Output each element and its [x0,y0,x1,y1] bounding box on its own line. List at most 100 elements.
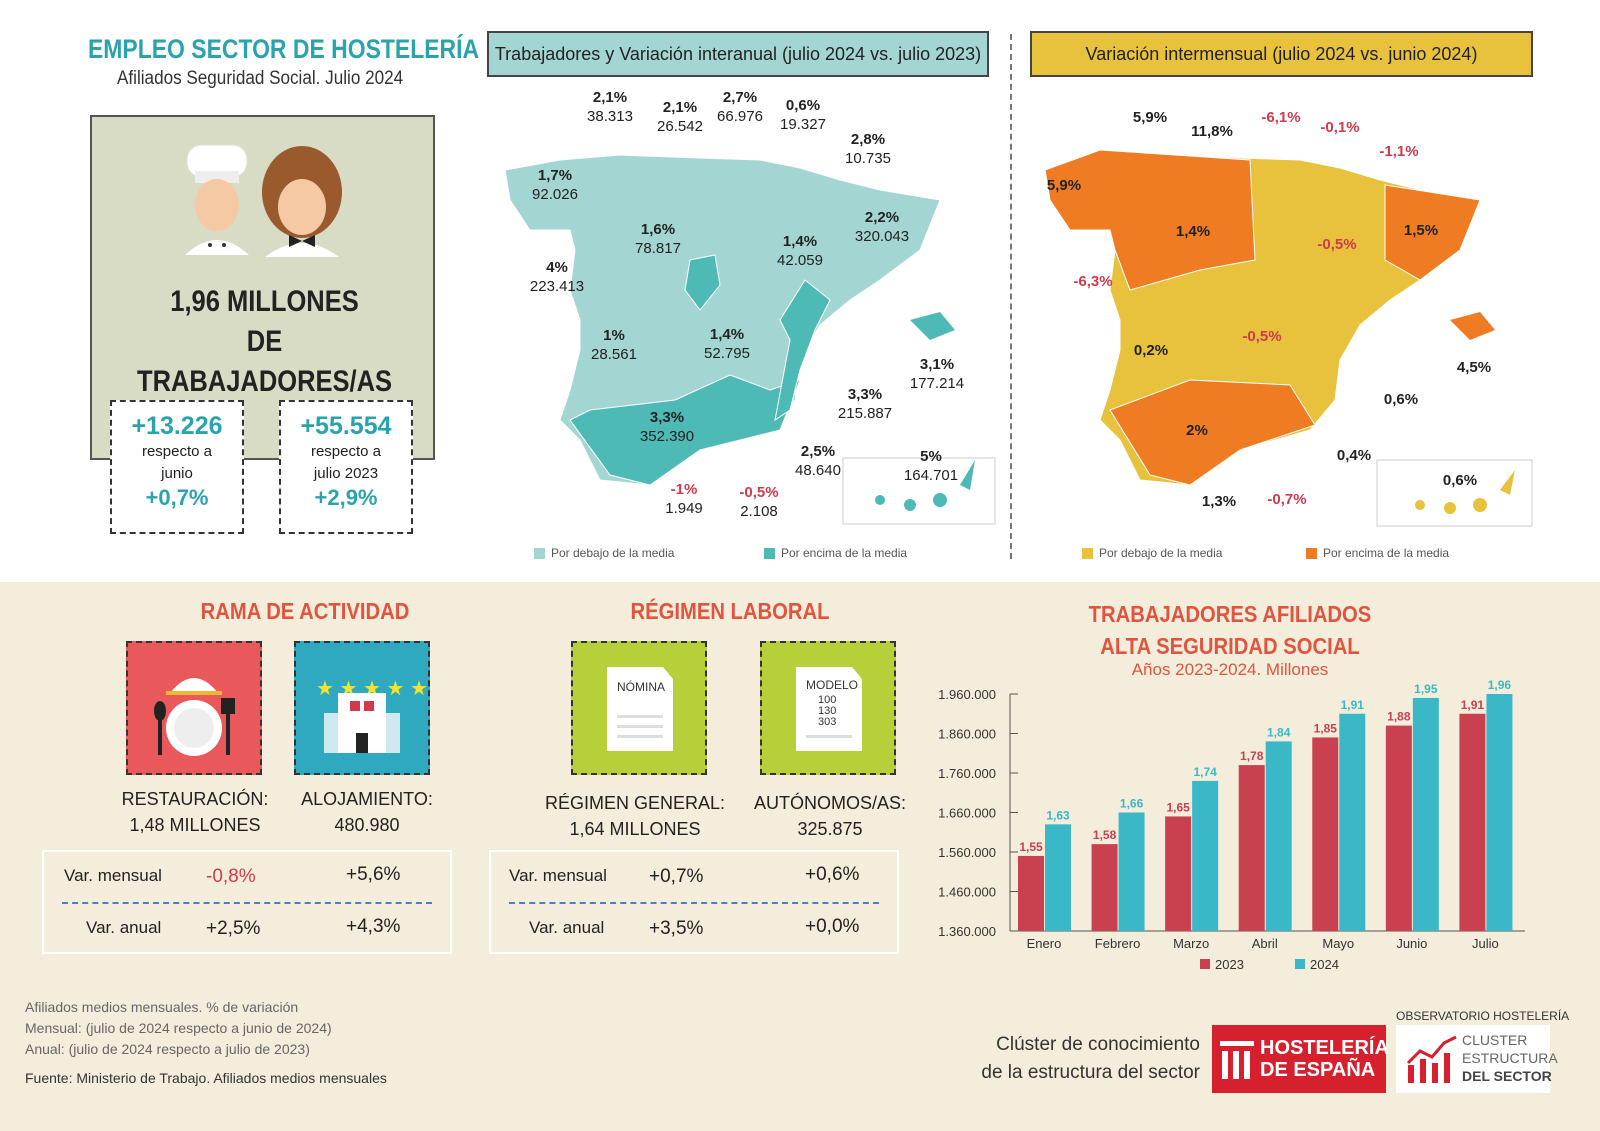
caption-label: ALOJAMIENTO: [301,789,433,809]
cell: -0,8% [206,866,256,887]
x-tick-label: Febrero [1095,936,1141,951]
region-value: 38.313 [587,108,633,125]
bar-2024 [1192,780,1219,931]
region-pct: 1,6% [640,221,676,238]
logo-text: DE ESPAÑA [1260,1059,1376,1081]
page-title: EMPLEO SECTOR DE HOSTELERÍA [88,34,480,64]
region-label: 1,6% 78.817 [635,220,681,258]
cell: +2,5% [206,918,261,939]
annual-map-title: Trabajadores y Variación interanual (jul… [487,31,989,77]
data-label: 1,85 [1314,721,1338,735]
region-value: 177.214 [909,375,965,392]
region-pct: 1% [603,327,625,344]
region-pct: 5% [920,448,942,465]
region-pct: 2,5% [800,443,836,460]
cell: +3,5% [649,918,704,939]
hotel-icon: ★ ★ ★ ★ ★ [316,678,428,753]
x-tick-label: Julio [1472,936,1499,951]
region-label: 3,3% 352.390 [640,408,694,446]
region-value: 223.413 [529,278,585,295]
kpi-monthly-change: +13.226 respecto a junio +0,7% [110,400,244,534]
region-label: 4% 223.413 [530,258,584,296]
general-caption: RÉGIMEN GENERAL: 1,64 MILLONES [540,790,730,842]
region-pct: 0,2% [1133,342,1169,359]
y-tick-label: 1.960.000 [938,687,996,702]
row-label: Var. anual [529,918,605,937]
region-label: 2,5% 48.640 [795,442,841,480]
region-pct: 5,9% [1046,177,1082,194]
kpi-annual-change: +55.554 respecto a julio 2023 +2,9% [279,400,413,534]
bar-2024 [1486,694,1513,931]
region-pct: 3,3% [847,386,883,403]
region-label: 2,1% 38.313 [587,88,633,126]
bar-2023 [1091,844,1118,931]
chart-title: TRABAJADORES AFILIADOS ALTA SEGURIDAD SO… [1045,598,1415,662]
x-tick-label: Marzo [1173,936,1209,951]
data-label: 1,63 [1046,808,1070,822]
x-tick-label: Enero [1027,936,1062,951]
note: Mensual: (julio de 2024 respecto a junio… [25,1020,332,1036]
bar-2023 [1238,765,1265,931]
bar-2023 [1459,713,1486,931]
region-pct: 4,5% [1456,359,1492,376]
annual-legend-below: Por debajo de la media [534,546,674,560]
regimen-variation-table: Var. mensual +0,7% +0,6% Var. anual +3,5… [489,850,899,954]
data-label: 1,78 [1240,749,1264,763]
region-pct: 2,8% [850,131,886,148]
logo-text: CLUSTER [1462,1032,1528,1048]
region-pct: -0,5% [1317,236,1357,253]
bar-2023 [1018,855,1044,931]
cluster-text: Clúster de conocimiento de la estructura… [960,1031,1200,1087]
bar-2024 [1045,824,1071,931]
region-value: 215.887 [837,405,893,422]
legend-swatch [1306,547,1317,559]
total-line1: 1,96 MILLONES [170,285,359,318]
region-value: 42.059 [777,252,823,269]
doc-text: 130 [818,705,836,717]
kpi-label: julio 2023 [313,465,379,482]
cell: +0,0% [805,916,860,937]
dashed-divider [509,902,879,904]
data-label: 1,55 [1019,840,1043,854]
legend-swatch [1200,959,1210,969]
region-value: 1.949 [665,500,703,517]
region-pct: -1,1% [1379,143,1419,160]
region-value: 164.701 [903,467,959,484]
workers-illustration-icon [185,144,342,257]
x-tick-label: Abril [1252,936,1278,951]
caption-value: 325.875 [797,819,863,839]
bar-2024 [1412,697,1439,931]
region-pct: 2% [1186,422,1208,439]
region-label: 2,8% 10.735 [845,130,891,168]
row-label: Var. mensual [64,866,162,885]
caption-label: RESTAURACIÓN: [121,789,269,809]
caption-value: 480.980 [334,815,400,835]
hotel-tile: ★ ★ ★ ★ ★ [294,641,430,775]
legend-swatch [1295,959,1305,969]
kpi-pct: +0,7% [145,485,209,510]
spain-map-monthly [1044,149,1533,527]
region-pct: 2,1% [592,89,628,106]
y-tick-label: 1.360.000 [938,924,996,939]
hosteleria-espana-logo: HOSTELERÍA DE ESPAÑA [1212,1025,1389,1093]
region-label: 1% 28.561 [591,326,637,364]
region-value: 352.390 [639,428,695,445]
legend-label: Por encima de la media [781,546,908,560]
kpi-label: junio [161,465,193,482]
region-pct: 3,1% [919,356,955,373]
logo-columns-icon [1220,1041,1254,1079]
monthly-legend-below: Por debajo de la media [1082,546,1222,560]
restauracion-caption: RESTAURACIÓN: 1,48 MILLONES [110,786,280,838]
data-label: 1,58 [1093,828,1117,842]
data-label: 1,95 [1414,682,1438,696]
region-label: 3,1% 177.214 [910,355,964,393]
region-pct: -6,3% [1073,273,1113,290]
region-label: 2,1% 26.542 [657,98,703,136]
rama-variation-table: Var. mensual -0,8% +5,6% Var. anual +2,5… [42,850,452,954]
annual-legend-above: Por encima de la media [764,546,907,560]
data-label: 1,88 [1387,710,1411,724]
page-subtitle: Afiliados Seguridad Social. Julio 2024 [117,68,404,89]
divider [1010,34,1012,559]
region-value: 10.735 [845,150,891,167]
region-label: 3,3% 215.887 [838,385,892,423]
